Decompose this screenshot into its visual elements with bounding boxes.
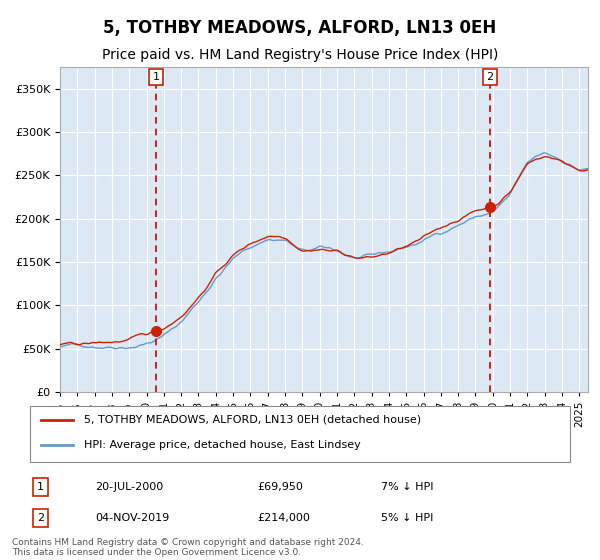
Text: HPI: Average price, detached house, East Lindsey: HPI: Average price, detached house, East… xyxy=(84,440,361,450)
Text: 7% ↓ HPI: 7% ↓ HPI xyxy=(381,482,433,492)
FancyBboxPatch shape xyxy=(30,406,570,462)
Text: 1: 1 xyxy=(152,72,160,82)
Text: 1: 1 xyxy=(37,482,44,492)
Text: Price paid vs. HM Land Registry's House Price Index (HPI): Price paid vs. HM Land Registry's House … xyxy=(102,48,498,62)
Text: 20-JUL-2000: 20-JUL-2000 xyxy=(95,482,163,492)
Text: 04-NOV-2019: 04-NOV-2019 xyxy=(95,513,169,523)
Text: 2: 2 xyxy=(37,513,44,523)
Text: 2: 2 xyxy=(487,72,494,82)
Text: £214,000: £214,000 xyxy=(257,513,310,523)
Text: Contains HM Land Registry data © Crown copyright and database right 2024.
This d: Contains HM Land Registry data © Crown c… xyxy=(12,538,364,557)
Text: 5% ↓ HPI: 5% ↓ HPI xyxy=(381,513,433,523)
Text: £69,950: £69,950 xyxy=(257,482,302,492)
Text: 5, TOTHBY MEADOWS, ALFORD, LN13 0EH: 5, TOTHBY MEADOWS, ALFORD, LN13 0EH xyxy=(103,19,497,37)
Text: 5, TOTHBY MEADOWS, ALFORD, LN13 0EH (detached house): 5, TOTHBY MEADOWS, ALFORD, LN13 0EH (det… xyxy=(84,415,421,425)
